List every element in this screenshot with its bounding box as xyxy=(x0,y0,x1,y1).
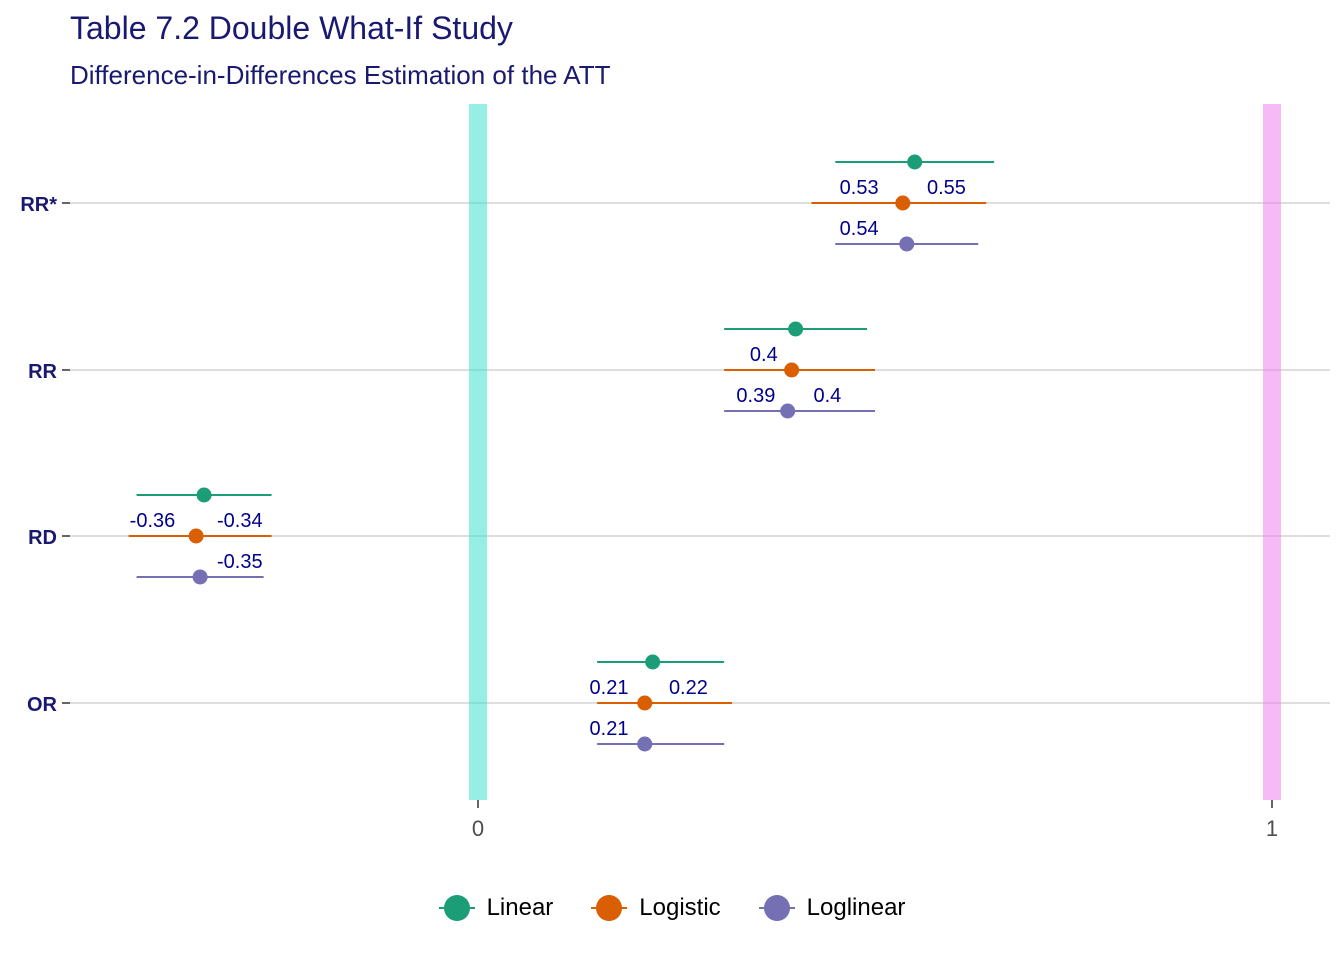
legend-key-loglinear xyxy=(758,890,795,926)
legend-item-linear: Linear xyxy=(438,890,554,926)
y-tick-label-3: OR xyxy=(27,694,58,716)
x-tick-label-1: 1 xyxy=(1266,816,1278,841)
legend-key-linear xyxy=(438,890,475,926)
data-label-6: -0.36 xyxy=(130,510,176,532)
data-label-1: 0.55 xyxy=(927,177,966,199)
point-loglinear-2 xyxy=(192,569,208,585)
legend: Linear Logistic Loglinear xyxy=(0,890,1344,926)
data-label-2: 0.54 xyxy=(840,218,879,240)
point-logistic-0 xyxy=(895,195,911,211)
data-label-5: 0.4 xyxy=(813,385,841,407)
data-label-11: 0.21 xyxy=(590,718,629,740)
chart-subtitle: Difference-in-Differences Estimation of … xyxy=(70,60,611,90)
point-linear-2 xyxy=(196,487,212,503)
point-linear-1 xyxy=(788,321,804,337)
forest-plot: RR* RR RD OR 0 1 0.53 0.55 0.54 0.4 0.39 0.4 -0.36 -0… xyxy=(20,104,1330,841)
point-logistic-1 xyxy=(784,362,800,378)
data-label-8: -0.35 xyxy=(217,551,263,573)
legend-label-linear: Linear xyxy=(486,894,554,921)
legend-item-logistic: Logistic xyxy=(591,890,721,926)
reference-line-0 xyxy=(469,104,487,800)
legend-label-loglinear: Loglinear xyxy=(806,894,906,921)
legend-item-loglinear: Loglinear xyxy=(758,890,906,926)
point-linear-3 xyxy=(645,654,661,670)
point-logistic-2 xyxy=(188,528,204,544)
y-tick-label-0: RR* xyxy=(20,194,57,216)
point-loglinear-0 xyxy=(899,236,915,252)
data-label-9: 0.21 xyxy=(590,677,629,699)
y-tick-label-1: RR xyxy=(28,361,57,383)
x-tick-label-0: 0 xyxy=(472,816,484,841)
data-label-4: 0.39 xyxy=(736,385,775,407)
data-label-0: 0.53 xyxy=(840,177,879,199)
chart-title: Table 7.2 Double What-If Study xyxy=(70,10,513,46)
point-linear-0 xyxy=(907,154,923,170)
point-loglinear-3 xyxy=(637,736,653,752)
reference-line-1 xyxy=(1263,104,1281,800)
legend-key-logistic xyxy=(591,890,628,926)
y-tick-label-2: RD xyxy=(28,527,57,549)
data-label-7: -0.34 xyxy=(217,510,263,532)
data-label-10: 0.22 xyxy=(669,677,708,699)
point-logistic-3 xyxy=(637,695,653,711)
data-label-3: 0.4 xyxy=(750,344,778,366)
point-loglinear-1 xyxy=(780,403,796,419)
legend-label-logistic: Logistic xyxy=(639,894,721,921)
